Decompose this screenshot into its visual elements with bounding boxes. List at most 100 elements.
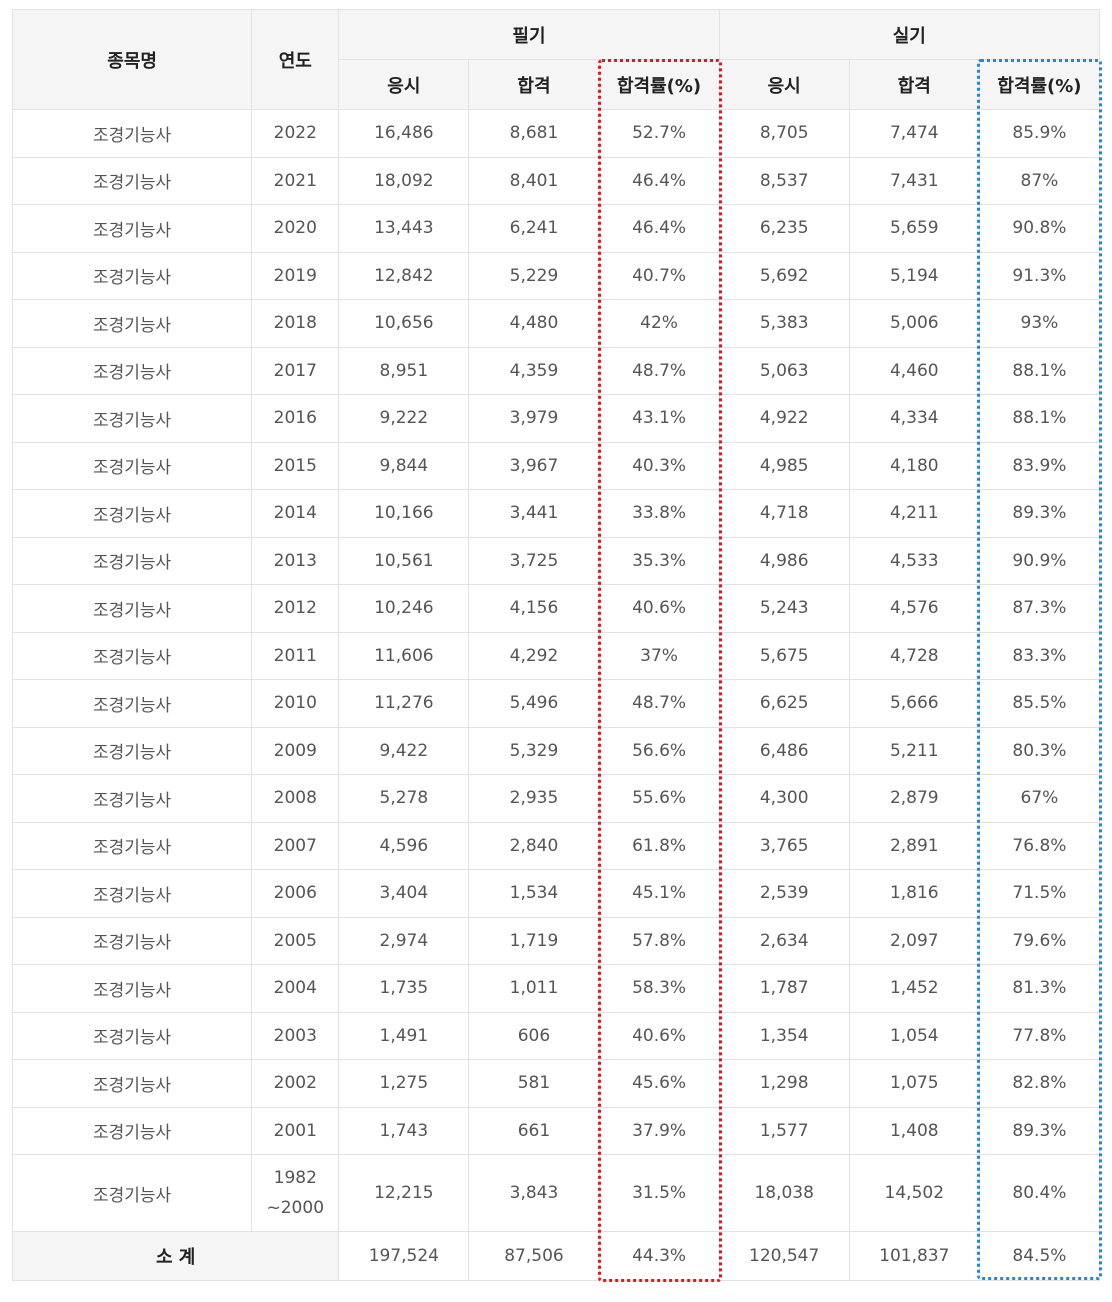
table-row: 조경기능사 2015 9,844 3,967 40.3% 4,985 4,180 83.9% bbox=[11, 441, 1101, 490]
written-applicants-cell: 16,486 bbox=[338, 109, 470, 158]
written-pass-rate-cell: 37.9% bbox=[598, 1106, 720, 1155]
table-row: 조경기능사 2018 10,656 4,480 42% 5,383 5,006 93% bbox=[11, 299, 1101, 348]
year-cell: 2007 bbox=[251, 821, 340, 870]
header-practical-passed: 합격 bbox=[848, 59, 980, 110]
practical-applicants-cell: 6,625 bbox=[718, 679, 850, 728]
written-passed-cell: 606 bbox=[468, 1011, 600, 1060]
written-passed-cell: 2,935 bbox=[468, 774, 600, 823]
written-applicants-cell: 1,275 bbox=[338, 1059, 470, 1108]
practical-applicants-cell: 18,038 bbox=[718, 1154, 850, 1232]
item-name-cell: 조경기능사 bbox=[11, 109, 253, 158]
year-cell: 2020 bbox=[251, 204, 340, 253]
year-cell: 2014 bbox=[251, 489, 340, 538]
written-passed-cell: 3,441 bbox=[468, 489, 600, 538]
written-applicants-cell: 9,422 bbox=[338, 726, 470, 775]
written-passed-cell: 3,843 bbox=[468, 1154, 600, 1232]
practical-applicants-cell: 3,765 bbox=[718, 821, 850, 870]
year-range-start: 1982 bbox=[273, 1168, 317, 1188]
item-name-cell: 조경기능사 bbox=[11, 204, 253, 253]
year-cell: 2021 bbox=[251, 156, 340, 205]
written-applicants-cell: 3,404 bbox=[338, 869, 470, 918]
practical-passed-cell: 5,194 bbox=[848, 251, 980, 300]
written-applicants-cell: 13,443 bbox=[338, 204, 470, 253]
practical-applicants-cell: 1,354 bbox=[718, 1011, 850, 1060]
table-body: 조경기능사 2022 16,486 8,681 52.7% 8,705 7,474 85.9%… bbox=[11, 109, 1101, 1281]
practical-pass-rate-cell: 87% bbox=[978, 156, 1101, 205]
item-name-cell: 조경기능사 bbox=[11, 1154, 253, 1232]
total-row: 소 계 197,524 87,506 44.3% 120,547 101,837… bbox=[11, 1231, 1101, 1281]
written-passed-cell: 4,292 bbox=[468, 631, 600, 680]
header-written-pass-rate: 합격률(%) bbox=[598, 59, 720, 110]
practical-applicants-cell: 4,922 bbox=[718, 394, 850, 443]
practical-applicants-cell: 5,383 bbox=[718, 299, 850, 348]
item-name-cell: 조경기능사 bbox=[11, 821, 253, 870]
written-pass-rate-cell: 57.8% bbox=[598, 916, 720, 965]
written-passed-cell: 581 bbox=[468, 1059, 600, 1108]
practical-pass-rate-cell: 76.8% bbox=[978, 821, 1101, 870]
practical-passed-cell: 4,211 bbox=[848, 489, 980, 538]
written-passed-cell: 1,011 bbox=[468, 964, 600, 1013]
year-cell: 2005 bbox=[251, 916, 340, 965]
written-applicants-cell: 4,596 bbox=[338, 821, 470, 870]
written-pass-rate-cell: 40.6% bbox=[598, 584, 720, 633]
written-applicants-cell: 12,215 bbox=[338, 1154, 470, 1232]
written-pass-rate-cell: 61.8% bbox=[598, 821, 720, 870]
total-label: 소 계 bbox=[11, 1231, 340, 1281]
practical-pass-rate-cell: 83.3% bbox=[978, 631, 1101, 680]
practical-passed-cell: 5,006 bbox=[848, 299, 980, 348]
written-applicants-cell: 10,561 bbox=[338, 536, 470, 585]
practical-pass-rate-cell: 71.5% bbox=[978, 869, 1101, 918]
written-pass-rate-cell: 56.6% bbox=[598, 726, 720, 775]
total-written-pass-rate: 44.3% bbox=[598, 1231, 720, 1281]
pass-rate-table: 종목명 연도 필기 실기 응시 합격 합격률(%) 응시 합격 합격률(%) 조… bbox=[11, 9, 1101, 1281]
written-pass-rate-cell: 37% bbox=[598, 631, 720, 680]
year-cell: 2013 bbox=[251, 536, 340, 585]
practical-passed-cell: 7,474 bbox=[848, 109, 980, 158]
year-cell: 2008 bbox=[251, 774, 340, 823]
practical-passed-cell: 5,211 bbox=[848, 726, 980, 775]
practical-pass-rate-cell: 83.9% bbox=[978, 441, 1101, 490]
year-cell: 2011 bbox=[251, 631, 340, 680]
written-passed-cell: 1,534 bbox=[468, 869, 600, 918]
header-item-name: 종목명 bbox=[11, 9, 253, 110]
practical-applicants-cell: 2,539 bbox=[718, 869, 850, 918]
practical-passed-cell: 5,666 bbox=[848, 679, 980, 728]
practical-passed-cell: 2,879 bbox=[848, 774, 980, 823]
practical-passed-cell: 4,334 bbox=[848, 394, 980, 443]
practical-pass-rate-cell: 90.8% bbox=[978, 204, 1101, 253]
practical-pass-rate-cell: 89.3% bbox=[978, 1106, 1101, 1155]
item-name-cell: 조경기능사 bbox=[11, 156, 253, 205]
practical-pass-rate-cell: 80.4% bbox=[978, 1154, 1101, 1232]
written-pass-rate-cell: 35.3% bbox=[598, 536, 720, 585]
table-row: 조경기능사 2003 1,491 606 40.6% 1,354 1,054 77.8% bbox=[11, 1011, 1101, 1060]
written-applicants-cell: 9,844 bbox=[338, 441, 470, 490]
practical-applicants-cell: 4,718 bbox=[718, 489, 850, 538]
table-row: 조경기능사 2020 13,443 6,241 46.4% 6,235 5,659 90.8% bbox=[11, 204, 1101, 253]
total-practical-pass-rate: 84.5% bbox=[978, 1231, 1101, 1281]
written-applicants-cell: 5,278 bbox=[338, 774, 470, 823]
written-pass-rate-cell: 40.3% bbox=[598, 441, 720, 490]
item-name-cell: 조경기능사 bbox=[11, 299, 253, 348]
written-applicants-cell: 8,951 bbox=[338, 346, 470, 395]
practical-applicants-cell: 1,298 bbox=[718, 1059, 850, 1108]
year-cell: 2010 bbox=[251, 679, 340, 728]
practical-applicants-cell: 4,300 bbox=[718, 774, 850, 823]
year-cell: 2004 bbox=[251, 964, 340, 1013]
written-applicants-cell: 10,656 bbox=[338, 299, 470, 348]
written-pass-rate-cell: 31.5% bbox=[598, 1154, 720, 1232]
item-name-cell: 조경기능사 bbox=[11, 346, 253, 395]
written-pass-rate-cell: 48.7% bbox=[598, 679, 720, 728]
year-cell: 2003 bbox=[251, 1011, 340, 1060]
header-year: 연도 bbox=[251, 9, 340, 110]
item-name-cell: 조경기능사 bbox=[11, 394, 253, 443]
table-header: 종목명 연도 필기 실기 응시 합격 합격률(%) 응시 합격 합격률(%) bbox=[11, 9, 1101, 110]
practical-passed-cell: 1,452 bbox=[848, 964, 980, 1013]
written-passed-cell: 8,681 bbox=[468, 109, 600, 158]
written-pass-rate-cell: 40.6% bbox=[598, 1011, 720, 1060]
practical-passed-cell: 4,533 bbox=[848, 536, 980, 585]
practical-pass-rate-cell: 81.3% bbox=[978, 964, 1101, 1013]
table-row: 조경기능사 2012 10,246 4,156 40.6% 5,243 4,576 87.3% bbox=[11, 584, 1101, 633]
item-name-cell: 조경기능사 bbox=[11, 536, 253, 585]
practical-applicants-cell: 5,243 bbox=[718, 584, 850, 633]
practical-passed-cell: 7,431 bbox=[848, 156, 980, 205]
